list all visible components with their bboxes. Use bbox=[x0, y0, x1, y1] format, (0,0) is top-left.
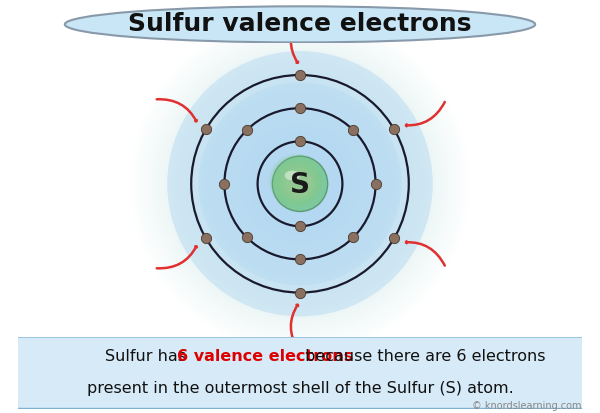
Circle shape bbox=[269, 154, 323, 208]
Circle shape bbox=[275, 160, 319, 204]
Ellipse shape bbox=[199, 82, 401, 285]
Point bbox=[389, 126, 399, 133]
Circle shape bbox=[288, 172, 311, 195]
Ellipse shape bbox=[65, 6, 535, 43]
Text: © knordslearning.com: © knordslearning.com bbox=[473, 401, 582, 411]
Ellipse shape bbox=[284, 171, 300, 180]
Circle shape bbox=[271, 156, 322, 206]
Ellipse shape bbox=[287, 171, 313, 197]
Point bbox=[389, 235, 399, 242]
Circle shape bbox=[286, 170, 313, 197]
Point bbox=[295, 256, 305, 263]
FancyBboxPatch shape bbox=[1, 337, 599, 409]
Circle shape bbox=[268, 153, 323, 209]
Point bbox=[295, 105, 305, 112]
Text: S: S bbox=[290, 171, 310, 199]
Point bbox=[295, 72, 305, 78]
Point bbox=[242, 127, 251, 134]
Ellipse shape bbox=[283, 167, 317, 201]
Circle shape bbox=[285, 169, 314, 197]
Circle shape bbox=[274, 158, 320, 205]
Circle shape bbox=[272, 157, 321, 206]
Text: 6 valence electrons: 6 valence electrons bbox=[177, 349, 353, 364]
Text: present in the outermost shell of the Sulfur (S) atom.: present in the outermost shell of the Su… bbox=[86, 381, 514, 396]
Circle shape bbox=[277, 161, 319, 203]
Circle shape bbox=[283, 167, 315, 199]
Ellipse shape bbox=[296, 180, 304, 188]
Point bbox=[201, 126, 211, 133]
Text: because there are 6 electrons: because there are 6 electrons bbox=[300, 349, 545, 364]
Circle shape bbox=[278, 163, 317, 202]
Point bbox=[295, 223, 305, 230]
Point bbox=[349, 127, 358, 134]
Circle shape bbox=[274, 159, 320, 204]
Ellipse shape bbox=[292, 175, 308, 192]
Circle shape bbox=[278, 162, 318, 202]
Circle shape bbox=[280, 164, 317, 201]
Point bbox=[371, 180, 380, 187]
Point bbox=[295, 138, 305, 145]
Circle shape bbox=[287, 171, 313, 196]
Circle shape bbox=[272, 156, 328, 211]
Circle shape bbox=[270, 155, 322, 207]
Text: Sulfur has: Sulfur has bbox=[106, 349, 191, 364]
Point bbox=[242, 234, 251, 240]
Ellipse shape bbox=[279, 163, 321, 205]
Ellipse shape bbox=[167, 51, 433, 316]
Point bbox=[220, 180, 229, 187]
Point bbox=[295, 289, 305, 296]
Circle shape bbox=[284, 168, 314, 198]
Point bbox=[201, 235, 211, 242]
Circle shape bbox=[281, 165, 316, 200]
Point bbox=[349, 234, 358, 240]
Text: Sulfur valence electrons: Sulfur valence electrons bbox=[128, 12, 472, 36]
Circle shape bbox=[281, 166, 316, 200]
